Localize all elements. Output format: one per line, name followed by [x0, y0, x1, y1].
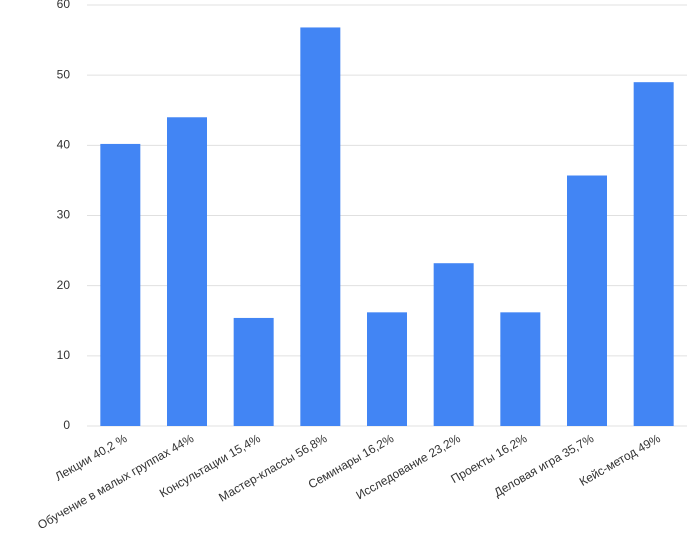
bar [433, 263, 474, 426]
bar [300, 27, 341, 426]
bar [233, 317, 274, 426]
bar [167, 117, 207, 427]
bar [567, 175, 607, 426]
bar [100, 143, 141, 426]
y-tick-label: 30 [57, 208, 71, 222]
y-tick-label: 40 [57, 138, 71, 152]
bar [500, 312, 541, 426]
y-tick-label: 20 [57, 278, 71, 292]
y-tick-label: 60 [57, 0, 71, 11]
bar [633, 82, 674, 426]
y-tick-label: 0 [63, 418, 70, 432]
y-tick-label: 50 [57, 67, 71, 81]
y-tick-label: 10 [57, 348, 71, 362]
x-tick-label: Мастер-классы 56,8% [216, 431, 329, 505]
bar [367, 312, 407, 426]
